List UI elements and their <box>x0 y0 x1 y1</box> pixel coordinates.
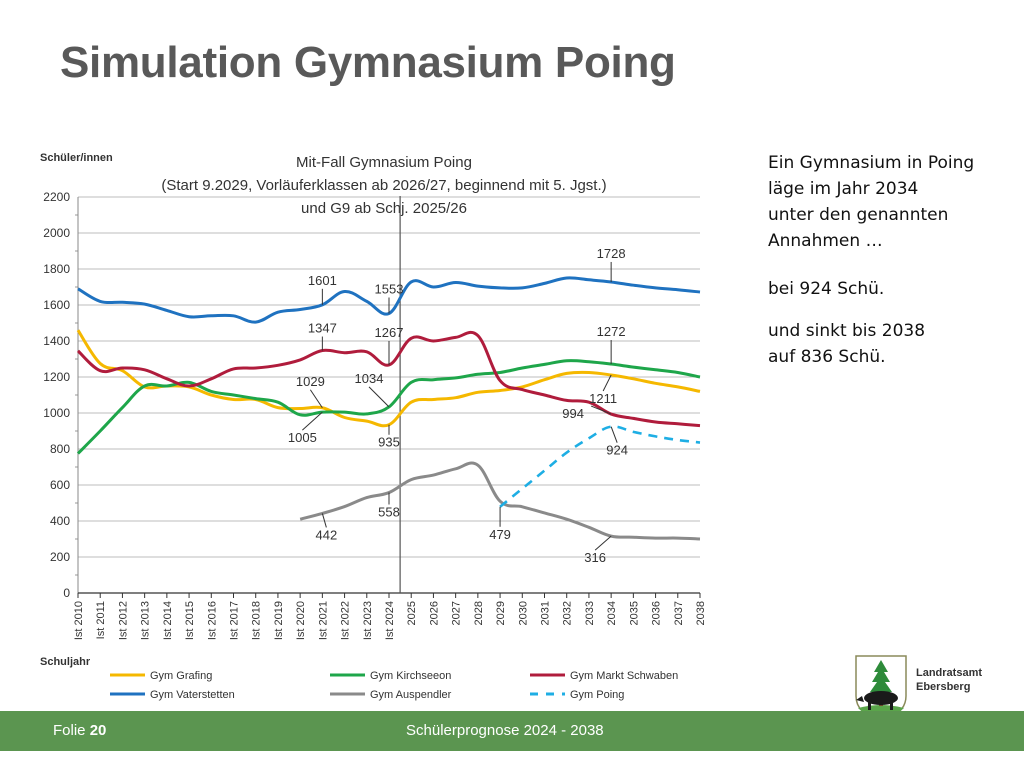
series-line-gym-auspendler <box>299 461 701 541</box>
data-label: 316 <box>584 550 606 565</box>
summary-text: Ein Gymnasium in Poing läge im Jahr 2034… <box>768 150 1018 370</box>
annotation-leader <box>602 374 612 392</box>
y-tick-label: 0 <box>63 586 70 600</box>
annotation-leader <box>321 513 327 528</box>
data-label: 1553 <box>375 281 404 296</box>
slide-title: Simulation Gymnasium Poing <box>60 38 676 87</box>
x-tick-label: 2028 <box>473 601 485 625</box>
x-tick-label: 2026 <box>428 601 440 625</box>
y-tick-label: 2200 <box>43 190 70 204</box>
logo-line-2: Ebersberg <box>916 681 971 693</box>
data-label: 1728 <box>597 246 626 261</box>
y-tick-label: 1600 <box>43 298 70 312</box>
y-tick-label: 1800 <box>43 262 70 276</box>
legend-label: Gym Grafing <box>150 670 212 682</box>
y-tick-label: 800 <box>50 442 70 456</box>
x-tick-label: 2034 <box>606 601 618 625</box>
x-tick-label: 2025 <box>406 601 418 625</box>
x-tick-label: 2037 <box>673 601 685 625</box>
x-tick-label: 2033 <box>584 601 596 625</box>
y-tick-label: 400 <box>50 514 70 528</box>
annotation-leader <box>309 389 323 409</box>
x-tick-label: 2030 <box>517 601 529 625</box>
x-axis-label: Schuljahr <box>40 656 91 668</box>
data-label: 994 <box>562 406 584 421</box>
slide-number: Folie 20 <box>53 722 106 739</box>
x-tick-label: Ist 2011 <box>95 601 107 639</box>
chart-title-line: (Start 9.2029, Vorläuferklassen ab 2026/… <box>161 177 606 194</box>
data-label: 442 <box>316 527 338 542</box>
legend-label: Gym Poing <box>570 689 624 701</box>
summary-line: unter den genannten <box>768 205 949 225</box>
y-tick-label: 600 <box>50 478 70 492</box>
y-axis-label: Schüler/innen <box>40 152 113 164</box>
chart-title-line: und G9 ab Schj. 2025/26 <box>301 200 467 217</box>
x-tick-label: Ist 2016 <box>206 601 218 640</box>
data-label: 1272 <box>597 324 626 339</box>
data-label: 479 <box>489 527 511 542</box>
y-tick-label: 1000 <box>43 406 70 420</box>
x-tick-label: Ist 2015 <box>184 601 196 640</box>
footer-subtitle: Schülerprognose 2024 - 2038 <box>406 722 604 739</box>
x-tick-label: 2027 <box>451 601 463 625</box>
data-label: 1347 <box>308 321 337 336</box>
legend-label: Gym Kirchseeon <box>370 670 451 682</box>
summary-line: Ein Gymnasium in Poing <box>768 153 975 173</box>
summary-value-2034: bei 924 Schü. <box>768 279 885 299</box>
y-tick-label: 1400 <box>43 334 70 348</box>
x-tick-label: Ist 2022 <box>340 601 352 640</box>
data-label: 924 <box>606 443 628 458</box>
footer-bar: Folie 20 Schülerprognose 2024 - 2038 <box>0 711 1024 751</box>
annotation-leader <box>368 386 390 408</box>
legend-label: Gym Markt Schwaben <box>570 670 678 682</box>
slide-number-label: Folie <box>53 722 86 739</box>
x-tick-label: 2036 <box>651 601 663 625</box>
summary-line: läge im Jahr 2034 <box>768 179 919 199</box>
x-tick-label: Ist 2018 <box>251 601 263 640</box>
x-tick-label: Ist 2021 <box>317 601 329 640</box>
data-label: 1211 <box>589 391 617 406</box>
logo-line-1: Landratsamt <box>916 667 983 679</box>
summary-line: und sinkt bis 2038 <box>768 321 926 341</box>
data-label: 1267 <box>375 325 404 340</box>
x-tick-label: 2031 <box>540 601 552 625</box>
chart-title-line: Mit-Fall Gymnasium Poing <box>296 154 472 171</box>
x-tick-label: 2029 <box>495 601 507 625</box>
x-tick-label: Ist 2019 <box>273 601 285 640</box>
x-tick-label: Ist 2020 <box>295 601 307 640</box>
annotation-leader <box>610 426 618 443</box>
x-tick-label: Ist 2024 <box>384 601 396 640</box>
data-label: 1005 <box>288 430 317 445</box>
x-tick-label: Ist 2023 <box>362 601 374 640</box>
x-tick-label: 2038 <box>695 601 707 625</box>
legend-label: Gym Vaterstetten <box>150 689 235 701</box>
legend-label: Gym Auspendler <box>370 689 452 701</box>
y-tick-label: 2000 <box>43 226 70 240</box>
x-tick-label: Ist 2010 <box>73 601 85 640</box>
summary-line: Annahmen … <box>768 231 883 251</box>
summary-value-2038: auf 836 Schü. <box>768 347 886 367</box>
x-tick-label: 2035 <box>628 601 640 625</box>
x-tick-label: Ist 2013 <box>140 601 152 640</box>
data-label: 558 <box>378 505 400 520</box>
x-tick-label: Ist 2017 <box>229 601 241 640</box>
x-tick-label: 2032 <box>562 601 574 625</box>
data-label: 1029 <box>296 374 325 389</box>
y-tick-label: 1200 <box>43 370 70 384</box>
data-label: 1601 <box>308 273 337 288</box>
data-label: 1034 <box>355 371 384 386</box>
annotation-leader <box>590 405 612 415</box>
annotation-leader <box>594 535 612 551</box>
x-tick-label: Ist 2012 <box>117 601 129 640</box>
series-line-gym-poing <box>499 425 701 508</box>
x-tick-label: Ist 2014 <box>162 601 174 640</box>
slide-number-value: 20 <box>89 722 107 739</box>
line-chart: Schüler/innen 0 200 400 600 800 1000 1200 1400 16… <box>40 152 707 701</box>
data-label: 935 <box>378 435 400 450</box>
y-tick-label: 200 <box>50 550 70 564</box>
annotation-leader <box>302 411 323 431</box>
